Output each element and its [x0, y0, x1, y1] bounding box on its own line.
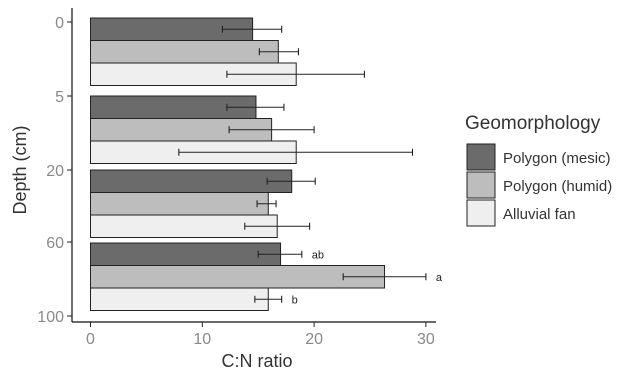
error-bar-group1-series1	[228, 126, 315, 134]
axes-layer: 0 10 20 30 0 5 20 60 100	[37, 8, 436, 348]
x-tick-label-10: 10	[193, 331, 211, 348]
legend-title: Geomorphology	[465, 113, 601, 134]
legend-label-polygon-mesic: Polygon (mesic)	[503, 150, 611, 167]
error-bar-group2-series1	[256, 200, 277, 208]
legend-swatch-polygon-humid	[466, 171, 496, 199]
x-tick-label-20: 20	[305, 331, 323, 348]
bar-group2-series1	[90, 192, 269, 216]
y-axis-title: Depth (cm)	[10, 125, 30, 214]
x-tick-label-30: 30	[417, 331, 435, 348]
legend: Geomorphology Polygon (mesic) Polygon (h…	[465, 113, 612, 227]
error-bar-group2-series0	[266, 177, 316, 185]
bar-group3-series0	[90, 242, 282, 266]
annotation-group3-series1: a	[436, 272, 443, 284]
bars-layer	[90, 17, 386, 311]
y-tick-label-0: 0	[55, 15, 64, 32]
legend-swatch-polygon-mesic	[466, 143, 496, 171]
y-tick-label-60: 60	[46, 235, 64, 252]
x-axis-title: C:N ratio	[221, 351, 292, 371]
legend-label-alluvial-fan: Alluvial fan	[503, 206, 576, 223]
error-bar-group0-series0	[221, 25, 283, 33]
annotation-group3-series0: ab	[312, 249, 324, 261]
error-bars-layer	[178, 25, 427, 303]
error-bar-group3-series1	[342, 273, 427, 281]
error-bar-group2-series2	[244, 222, 311, 230]
bar-group3-series1	[90, 265, 386, 289]
error-bar-group1-series2	[178, 148, 414, 156]
error-bar-group0-series1	[258, 48, 299, 56]
y-tick-label-100: 100	[37, 309, 64, 326]
error-bar-group1-series0	[226, 103, 285, 111]
bar-group0-series1	[90, 40, 279, 64]
bar-group2-series0	[90, 169, 293, 193]
y-tick-label-20: 20	[46, 163, 64, 180]
annotation-group3-series2: b	[292, 294, 298, 306]
x-tick-label-0: 0	[86, 331, 95, 348]
bar-group3-series2	[90, 287, 269, 311]
error-bar-group3-series2	[254, 295, 283, 303]
legend-swatch-alluvial-fan	[466, 199, 496, 227]
y-tick-label-5: 5	[55, 89, 64, 106]
legend-label-polygon-humid: Polygon (humid)	[503, 178, 612, 195]
error-bar-group3-series0	[257, 250, 303, 258]
error-bar-group0-series2	[226, 70, 365, 78]
